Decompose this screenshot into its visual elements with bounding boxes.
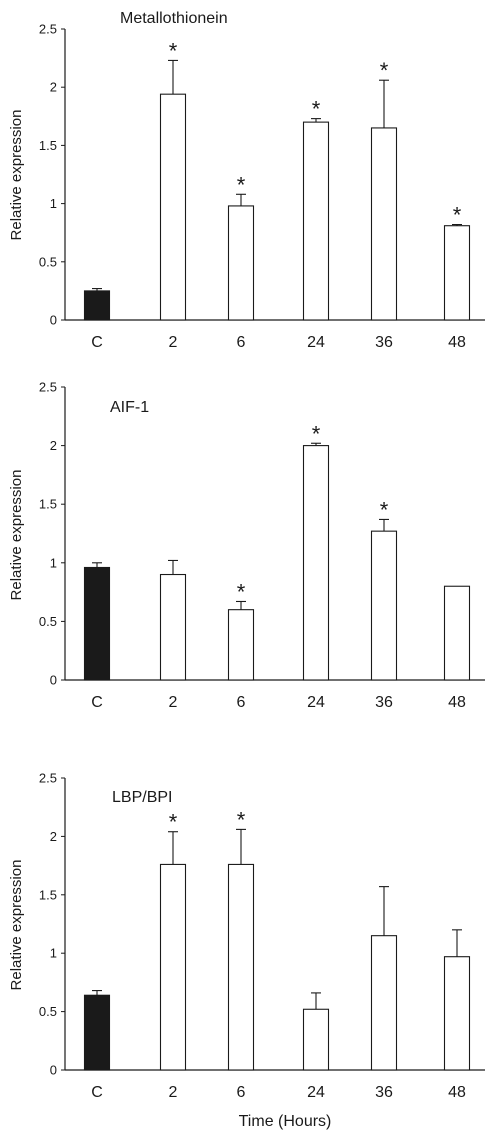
x-tick-label: 48: [448, 1084, 466, 1101]
y-tick-label: 2.5: [39, 380, 57, 395]
chart-title: AIF-1: [110, 399, 149, 416]
y-tick-label: 2.5: [39, 771, 57, 786]
bar: [302, 1008, 330, 1071]
y-tick-label: 0.5: [39, 1004, 57, 1019]
x-tick-label: 36: [375, 694, 393, 711]
y-tick-label: 1.5: [39, 887, 57, 902]
x-tick-label: 36: [375, 334, 393, 351]
bar: [159, 863, 187, 1071]
y-tick-label: 0.5: [39, 254, 57, 269]
y-axis-label: Relative expression: [8, 110, 25, 241]
significance-marker: *: [312, 97, 321, 122]
x-tick-label: 48: [448, 694, 466, 711]
bar: [302, 445, 330, 681]
x-tick-label: 48: [448, 334, 466, 351]
y-tick-label: 2.5: [39, 22, 57, 37]
x-tick-label: 6: [237, 334, 246, 351]
y-tick-label: 1: [50, 555, 57, 570]
bar: [83, 994, 111, 1071]
x-tick-label: 24: [307, 694, 325, 711]
y-tick-label: 0: [50, 313, 57, 328]
significance-marker: *: [453, 203, 462, 228]
y-tick-label: 2: [50, 80, 57, 95]
x-tick-label: C: [91, 694, 103, 711]
x-tick-label: 2: [169, 694, 178, 711]
bar: [370, 127, 398, 321]
y-tick-label: 0.5: [39, 614, 57, 629]
y-tick-label: 1.5: [39, 497, 57, 512]
significance-marker: *: [237, 579, 246, 604]
bar: [370, 530, 398, 681]
x-tick-label: 2: [169, 1084, 178, 1101]
bar: [443, 956, 471, 1071]
x-tick-label: C: [91, 1084, 103, 1101]
bar: [443, 585, 471, 681]
y-axis-label: Relative expression: [8, 470, 25, 601]
bar: [159, 573, 187, 681]
x-tick-label: 6: [237, 1084, 246, 1101]
y-axis-label: Relative expression: [8, 860, 25, 991]
chart-panel-3: 0 0.5 1 1.5 2 2.5 C * 2 * 6 24 36 48 LBP/BPI Relative e…: [8, 771, 485, 1101]
y-tick-label: 2: [50, 829, 57, 844]
y-tick-label: 1.5: [39, 138, 57, 153]
significance-marker: *: [169, 38, 178, 63]
bar: [302, 121, 330, 321]
x-tick-label: 24: [307, 334, 325, 351]
significance-marker: *: [169, 810, 178, 835]
bar: [227, 205, 255, 321]
significance-marker: *: [380, 497, 389, 522]
y-tick-label: 1: [50, 196, 57, 211]
x-tick-label: C: [91, 334, 103, 351]
bar: [227, 609, 255, 681]
bar: [370, 935, 398, 1071]
y-tick-label: 2: [50, 438, 57, 453]
bar: [159, 93, 187, 321]
significance-marker: *: [237, 807, 246, 832]
x-tick-label: 6: [237, 694, 246, 711]
y-tick-label: 1: [50, 946, 57, 961]
significance-marker: *: [380, 58, 389, 83]
x-tick-label: 2: [169, 334, 178, 351]
x-axis-label: Time (Hours): [239, 1113, 332, 1130]
chart-panel-1: 0 0.5 1 1.5 2 2.5 C * 2 * 6 * 24 * 36 * 48 Metallothionei…: [8, 10, 485, 351]
y-tick-label: 0: [50, 673, 57, 688]
bar: [83, 290, 111, 321]
bar: [227, 863, 255, 1071]
bar: [83, 566, 111, 681]
significance-marker: *: [312, 421, 321, 446]
y-tick-label: 0: [50, 1063, 57, 1078]
chart-title: LBP/BPI: [112, 789, 172, 806]
significance-marker: *: [237, 172, 246, 197]
bar: [443, 225, 471, 321]
chart-title: Metallothionein: [120, 10, 228, 27]
x-tick-label: 24: [307, 1084, 325, 1101]
chart-panel-2: 0 0.5 1 1.5 2 2.5 C 2 * 6 * 24 * 36 48 AIF-1 Relative ex…: [8, 380, 485, 711]
x-tick-label: 36: [375, 1084, 393, 1101]
